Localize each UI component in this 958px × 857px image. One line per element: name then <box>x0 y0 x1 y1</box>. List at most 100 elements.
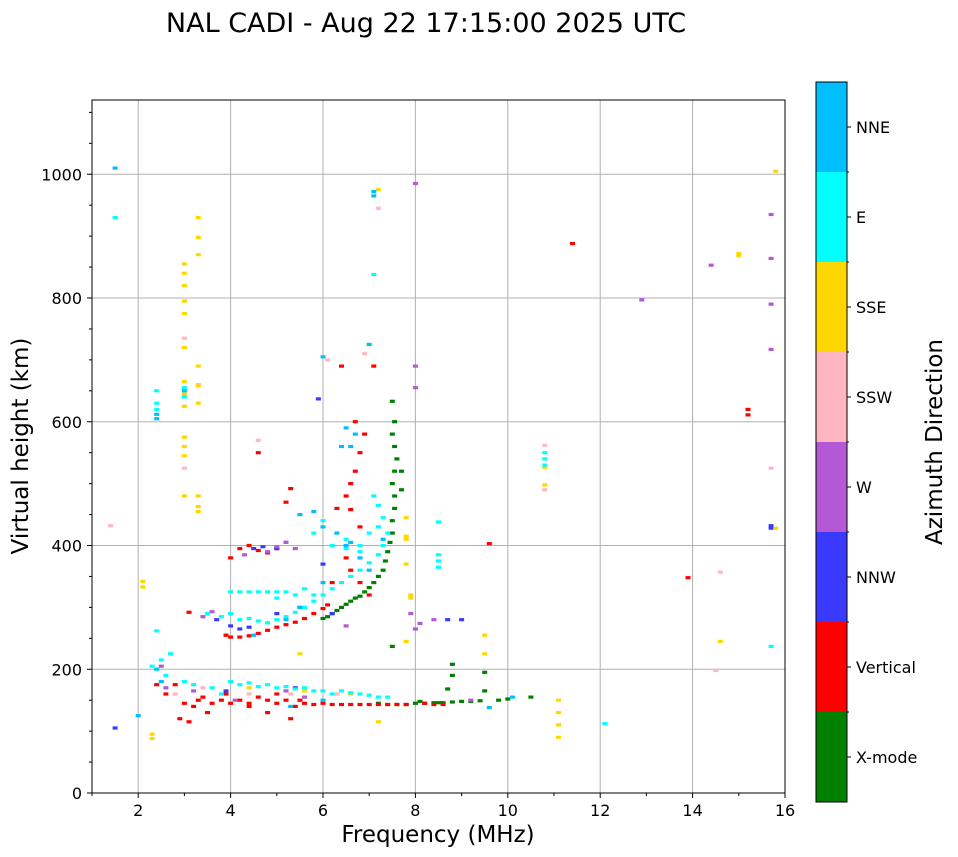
data-point <box>149 736 155 741</box>
data-point <box>387 540 393 544</box>
data-point <box>380 543 386 548</box>
data-point <box>371 581 377 585</box>
data-point <box>200 615 206 619</box>
data-point <box>320 581 326 585</box>
data-point <box>292 620 298 624</box>
data-point <box>181 284 187 288</box>
data-point <box>528 695 534 699</box>
x-tick-label: 12 <box>590 801 610 820</box>
data-point <box>375 206 381 210</box>
data-point <box>218 692 224 696</box>
data-point <box>399 469 404 473</box>
data-point <box>283 689 289 693</box>
data-point <box>205 711 210 715</box>
data-point <box>315 397 321 401</box>
data-point <box>283 685 289 689</box>
data-point <box>237 683 243 687</box>
data-point <box>371 364 377 368</box>
data-point <box>371 190 377 194</box>
data-point <box>412 364 418 368</box>
data-point <box>181 345 187 350</box>
y-axis-label: Virtual height (km) <box>8 338 34 555</box>
data-point <box>542 483 548 487</box>
data-point <box>412 386 418 390</box>
data-point <box>385 695 391 699</box>
data-point <box>112 166 118 170</box>
colorbar-segment <box>816 712 847 802</box>
data-point <box>108 524 113 528</box>
data-point <box>283 698 289 702</box>
data-point <box>366 531 372 535</box>
data-point <box>773 526 779 530</box>
data-point <box>366 586 372 590</box>
data-point <box>375 188 381 192</box>
data-point <box>311 612 317 616</box>
data-point <box>168 652 173 656</box>
data-point <box>366 342 372 346</box>
x-axis-label: Frequency (MHz) <box>341 822 534 848</box>
data-point <box>389 519 395 523</box>
data-point <box>311 702 317 707</box>
data-point <box>181 466 187 470</box>
data-point <box>205 612 210 616</box>
data-point <box>736 251 742 256</box>
data-point <box>302 605 307 609</box>
colorbar-segment <box>816 532 847 622</box>
data-point <box>343 547 349 551</box>
data-point <box>274 701 280 705</box>
data-point <box>246 616 252 621</box>
data-point <box>320 607 326 611</box>
data-point <box>246 590 252 594</box>
data-point <box>325 358 331 362</box>
data-point <box>265 683 271 687</box>
series-e <box>112 216 774 726</box>
data-point <box>343 556 349 560</box>
data-point <box>352 469 358 473</box>
colorbar-segment <box>816 82 847 172</box>
data-point <box>348 482 354 486</box>
data-point <box>366 702 372 707</box>
data-point <box>292 687 298 691</box>
colorbar-tick-label: Vertical <box>856 658 916 677</box>
data-point <box>352 432 358 436</box>
data-point <box>334 531 340 535</box>
data-point <box>556 735 562 739</box>
data-point <box>366 568 372 572</box>
data-point <box>352 596 358 600</box>
data-point <box>297 652 303 656</box>
data-point <box>320 355 326 359</box>
data-point <box>292 610 298 614</box>
data-point <box>228 624 234 628</box>
data-point <box>283 540 289 544</box>
data-point <box>339 581 344 585</box>
data-point <box>348 508 354 512</box>
data-point <box>768 526 774 530</box>
data-point <box>392 469 398 473</box>
data-point <box>449 700 455 704</box>
data-point <box>163 692 169 696</box>
data-point <box>708 263 714 267</box>
data-point <box>181 311 187 316</box>
data-point <box>717 570 723 574</box>
data-point <box>154 407 160 411</box>
data-point <box>149 732 155 736</box>
colorbar-tick-label: SSE <box>856 298 886 317</box>
data-point <box>320 525 326 529</box>
data-point <box>389 644 395 648</box>
data-point <box>325 615 331 619</box>
data-point <box>417 621 423 626</box>
data-point <box>181 395 187 399</box>
x-tick-label: 14 <box>682 801 702 820</box>
data-point <box>768 256 774 260</box>
data-point <box>348 540 354 544</box>
data-point <box>283 618 289 622</box>
data-point <box>191 689 197 693</box>
data-point <box>246 681 252 685</box>
chart-title: NAL CADI - Aug 22 17:15:00 2025 UTC <box>166 8 686 39</box>
data-point <box>288 717 294 721</box>
data-point <box>389 432 395 436</box>
data-point <box>375 702 381 707</box>
data-point <box>357 568 363 572</box>
data-point <box>154 401 160 405</box>
